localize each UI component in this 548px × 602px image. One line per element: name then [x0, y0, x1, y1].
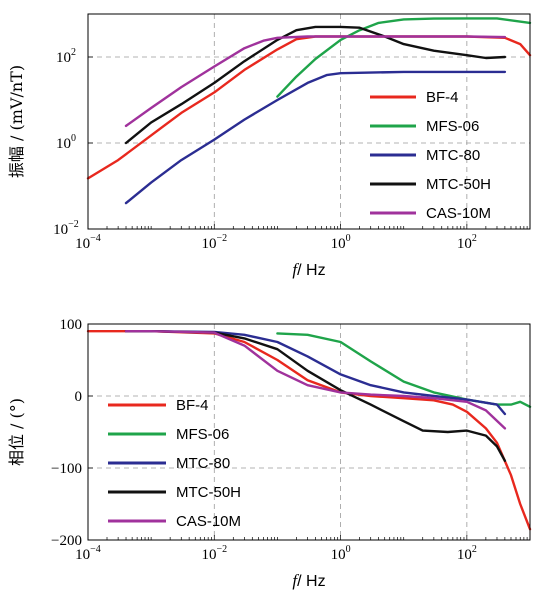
ticks: [87, 535, 528, 540]
legend: BF-4 MFS-06 MTC-80 MTC-50H CAS-10M: [370, 89, 491, 222]
legend-label-cas-10m: CAS-10M: [426, 205, 491, 222]
legend-label-mtc-50h: MTC-50H: [426, 176, 491, 193]
x-tick-label: 10−2: [201, 233, 227, 252]
series-line-mtc-50h: [124, 25, 507, 145]
y-axis-label: 振幅 / (mV/nT): [7, 65, 26, 178]
y-tick-label: 102: [56, 47, 76, 66]
y-axis-label: 相位 / (°): [7, 398, 26, 466]
legend-label-mtc-80: MTC-80: [426, 147, 480, 164]
y-tick-label: −200: [51, 533, 82, 549]
y-tick-label: 100: [60, 317, 83, 333]
x-axis-label: f/ Hz: [292, 260, 325, 279]
grid: [88, 14, 530, 229]
legend-label-bf-4: BF-4: [176, 397, 209, 414]
series-line-mtc-80: [124, 70, 507, 205]
legend-label-cas-10m: CAS-10M: [176, 513, 241, 530]
series-line-cas-10m: [124, 35, 507, 128]
series-line-mfs-06: [276, 17, 532, 98]
x-axis-label: f/ Hz: [292, 571, 325, 590]
legend-label-mfs-06: MFS-06: [176, 426, 229, 443]
grid: [88, 324, 530, 540]
x-tick-label: 100: [331, 233, 351, 252]
y-tick-label: 0: [75, 389, 83, 405]
series-line-mtc-50h: [124, 330, 507, 462]
ticks: [87, 224, 528, 229]
x-tick-label: 102: [457, 544, 477, 563]
y-tick-label: 10−2: [53, 219, 79, 238]
x-tick-label: 10−4: [75, 233, 101, 252]
x-tick-label: 10−2: [201, 544, 227, 563]
series-group: [86, 330, 532, 531]
x-tick-label: 102: [457, 233, 477, 252]
chart-2: 10−4 10−2 100 102 100 0 −100 −200 f/ Hz 相位 / (°) B…: [7, 317, 532, 590]
legend-label-mtc-80: MTC-80: [176, 455, 230, 472]
series-line-cas-10m: [124, 330, 507, 430]
x-tick-label: 10−4: [75, 544, 101, 563]
legend-label-mtc-50h: MTC-50H: [176, 484, 241, 501]
x-tick-label: 100: [331, 544, 351, 563]
legend-label-mfs-06: MFS-06: [426, 118, 479, 135]
legend-label-bf-4: BF-4: [426, 89, 459, 106]
y-tick-label: −100: [51, 461, 82, 477]
plot-frame: [87, 323, 531, 541]
y-tick-label: 100: [56, 133, 76, 152]
plot-frame: [87, 13, 531, 230]
series-group: [86, 17, 532, 205]
series-line-mfs-06: [276, 332, 532, 408]
legend: BF-4 MFS-06 MTC-80 MTC-50H CAS-10M: [108, 397, 241, 530]
